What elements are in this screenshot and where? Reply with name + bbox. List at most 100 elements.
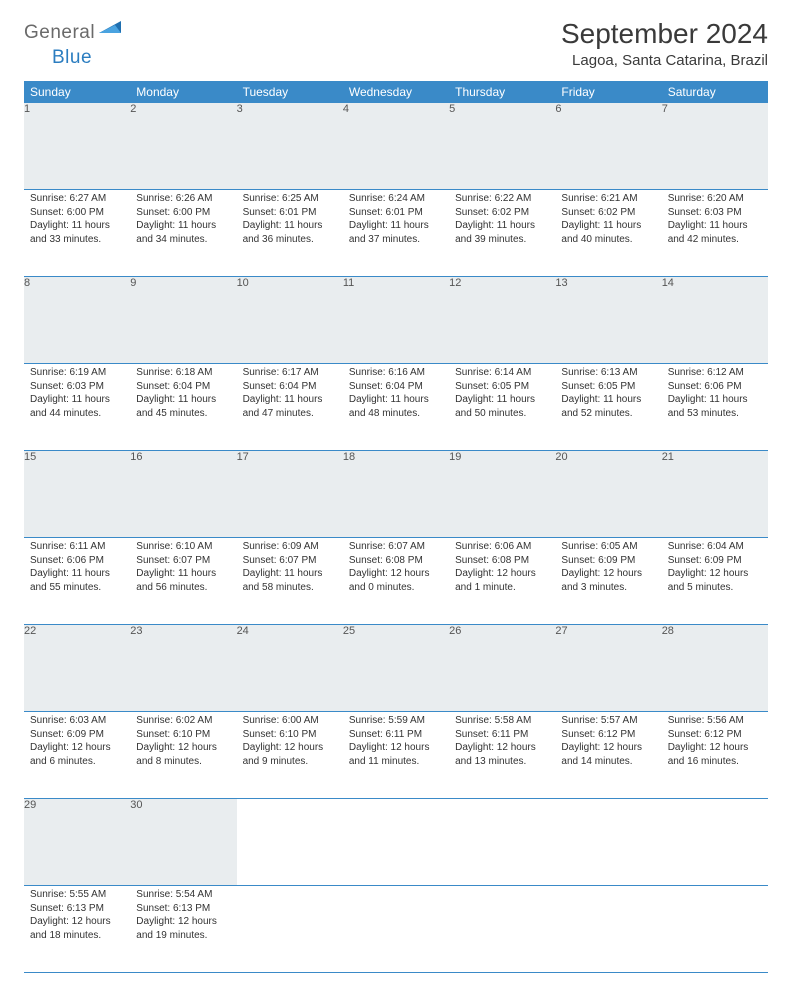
daylight-text: Daylight: 11 hours and 53 minutes. [668, 393, 762, 420]
daylight-text: Daylight: 12 hours and 1 minute. [455, 567, 549, 594]
daylight-text: Daylight: 11 hours and 56 minutes. [136, 567, 230, 594]
sunset-text: Sunset: 6:04 PM [349, 380, 443, 394]
sunset-text: Sunset: 6:04 PM [243, 380, 337, 394]
week-row: Sunrise: 6:27 AM Sunset: 6:00 PM Daylight:… [24, 190, 768, 277]
sunset-text: Sunset: 6:03 PM [668, 206, 762, 220]
location-text: Lagoa, Santa Catarina, Brazil [561, 52, 768, 69]
day-cell: Sunrise: 6:07 AMSunset: 6:08 PMDaylight:… [343, 538, 449, 625]
day-number-cell: 10 [237, 277, 343, 364]
day-cell: Sunrise: 6:11 AMSunset: 6:06 PMDaylight:… [24, 538, 130, 625]
sunset-text: Sunset: 6:10 PM [136, 728, 230, 742]
sunset-text: Sunset: 6:00 PM [136, 206, 230, 220]
daylight-text: Daylight: 12 hours and 9 minutes. [243, 741, 337, 768]
day-number-cell: 9 [130, 277, 236, 364]
sunrise-text: Sunrise: 6:17 AM [243, 366, 337, 380]
day-number-cell: 7 [662, 103, 768, 190]
daylight-text: Daylight: 12 hours and 19 minutes. [136, 915, 230, 942]
sunset-text: Sunset: 6:13 PM [30, 902, 124, 916]
day-cell: Sunrise: 6:16 AMSunset: 6:04 PMDaylight:… [343, 364, 449, 451]
col-sunday: Sunday [24, 81, 130, 103]
daylight-text: Daylight: 12 hours and 18 minutes. [30, 915, 124, 942]
day-cell: Sunrise: 6:17 AMSunset: 6:04 PMDaylight:… [237, 364, 343, 451]
day-cell: Sunrise: 5:56 AMSunset: 6:12 PMDaylight:… [662, 712, 768, 799]
day-number-cell: 18 [343, 451, 449, 538]
title-block: September 2024 Lagoa, Santa Catarina, Br… [561, 18, 768, 69]
daynum-row: 891011121314 [24, 277, 768, 364]
daylight-text: Daylight: 12 hours and 0 minutes. [349, 567, 443, 594]
day-number-cell: 1 [24, 103, 130, 190]
sunset-text: Sunset: 6:02 PM [455, 206, 549, 220]
sunset-text: Sunset: 6:03 PM [30, 380, 124, 394]
day-number-cell: 15 [24, 451, 130, 538]
day-cell [343, 886, 449, 973]
day-number-cell: 6 [555, 103, 661, 190]
sunset-text: Sunset: 6:11 PM [349, 728, 443, 742]
sunrise-text: Sunrise: 6:24 AM [349, 192, 443, 206]
sunrise-text: Sunrise: 6:12 AM [668, 366, 762, 380]
day-cell [237, 886, 343, 973]
sunrise-text: Sunrise: 6:21 AM [561, 192, 655, 206]
logo-text-blue: Blue [52, 47, 92, 69]
day-number-cell: 13 [555, 277, 661, 364]
daynum-row: 2930 [24, 799, 768, 886]
sunrise-text: Sunrise: 5:56 AM [668, 714, 762, 728]
sunrise-text: Sunrise: 6:18 AM [136, 366, 230, 380]
day-number-cell: 11 [343, 277, 449, 364]
col-saturday: Saturday [662, 81, 768, 103]
sunset-text: Sunset: 6:13 PM [136, 902, 230, 916]
day-cell: Sunrise: 6:25 AMSunset: 6:01 PMDaylight:… [237, 190, 343, 277]
day-cell: Sunrise: 6:09 AMSunset: 6:07 PMDaylight:… [237, 538, 343, 625]
day-number-cell: 29 [24, 799, 130, 886]
col-tuesday: Tuesday [237, 81, 343, 103]
sunrise-text: Sunrise: 6:16 AM [349, 366, 443, 380]
day-cell: Sunrise: 6:18 AMSunset: 6:04 PMDaylight:… [130, 364, 236, 451]
daylight-text: Daylight: 12 hours and 13 minutes. [455, 741, 549, 768]
day-cell: Sunrise: 6:14 AMSunset: 6:05 PMDaylight:… [449, 364, 555, 451]
day-cell: Sunrise: 5:55 AMSunset: 6:13 PMDaylight:… [24, 886, 130, 973]
day-cell [662, 886, 768, 973]
sunrise-text: Sunrise: 6:27 AM [30, 192, 124, 206]
day-cell: Sunrise: 6:19 AMSunset: 6:03 PMDaylight:… [24, 364, 130, 451]
sunrise-text: Sunrise: 6:10 AM [136, 540, 230, 554]
sunrise-text: Sunrise: 5:59 AM [349, 714, 443, 728]
day-cell: Sunrise: 6:13 AMSunset: 6:05 PMDaylight:… [555, 364, 661, 451]
daynum-row: 15161718192021 [24, 451, 768, 538]
day-cell: Sunrise: 6:12 AMSunset: 6:06 PMDaylight:… [662, 364, 768, 451]
day-number-cell: 2 [130, 103, 236, 190]
sunset-text: Sunset: 6:09 PM [30, 728, 124, 742]
daylight-text: Daylight: 11 hours and 58 minutes. [243, 567, 337, 594]
logo: General [24, 22, 121, 44]
daynum-row: 1234567 [24, 103, 768, 190]
day-number-cell [449, 799, 555, 886]
sunrise-text: Sunrise: 6:04 AM [668, 540, 762, 554]
day-cell: Sunrise: 6:02 AMSunset: 6:10 PMDaylight:… [130, 712, 236, 799]
daylight-text: Daylight: 12 hours and 16 minutes. [668, 741, 762, 768]
day-number-cell: 8 [24, 277, 130, 364]
sunset-text: Sunset: 6:06 PM [30, 554, 124, 568]
daylight-text: Daylight: 11 hours and 39 minutes. [455, 219, 549, 246]
sunset-text: Sunset: 6:12 PM [668, 728, 762, 742]
sunrise-text: Sunrise: 6:06 AM [455, 540, 549, 554]
sunrise-text: Sunrise: 6:07 AM [349, 540, 443, 554]
sunset-text: Sunset: 6:08 PM [455, 554, 549, 568]
day-number-cell: 25 [343, 625, 449, 712]
month-title: September 2024 [561, 18, 768, 50]
week-row: Sunrise: 6:03 AMSunset: 6:09 PM Daylight:… [24, 712, 768, 799]
sunrise-text: Sunrise: 6:09 AM [243, 540, 337, 554]
sunrise-text: Sunrise: 6:26 AM [136, 192, 230, 206]
week-row: Sunrise: 6:19 AMSunset: 6:03 PMDaylight:… [24, 364, 768, 451]
week-row: Sunrise: 5:55 AMSunset: 6:13 PMDaylight:… [24, 886, 768, 973]
day-cell: Sunrise: 5:54 AMSunset: 6:13 PMDaylight:… [130, 886, 236, 973]
daylight-text: Daylight: 11 hours and 44 minutes. [30, 393, 124, 420]
sunset-text: Sunset: 6:01 PM [243, 206, 337, 220]
day-number-cell [343, 799, 449, 886]
sunrise-text: Sunrise: 5:57 AM [561, 714, 655, 728]
day-cell: Sunrise: 6:24 AMSunset: 6:01 PMDaylight:… [343, 190, 449, 277]
col-friday: Friday [555, 81, 661, 103]
sunrise-text: Sunrise: 6:03 AM [30, 714, 124, 728]
daylight-text: Daylight: 11 hours and 36 minutes. [243, 219, 337, 246]
day-number-cell: 30 [130, 799, 236, 886]
daylight-text: Daylight: 11 hours and 40 minutes. [561, 219, 655, 246]
sunset-text: Sunset: 6:04 PM [136, 380, 230, 394]
sunset-text: Sunset: 6:01 PM [349, 206, 443, 220]
